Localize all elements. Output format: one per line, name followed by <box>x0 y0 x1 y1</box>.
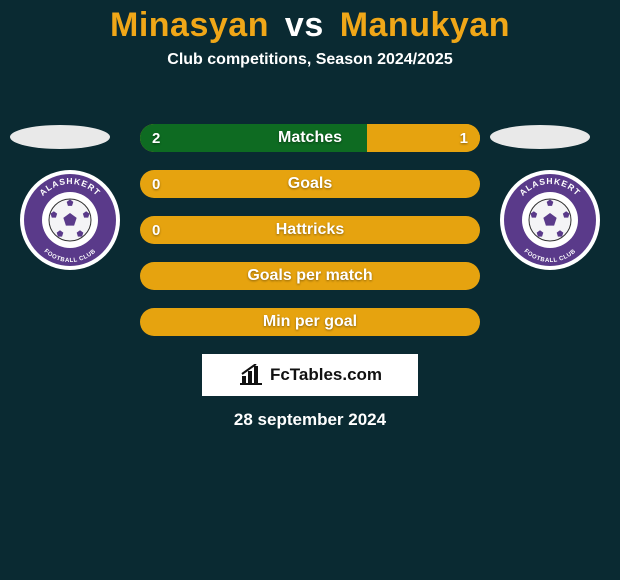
title-vs: vs <box>285 6 324 44</box>
title-player-a: Minasyan <box>110 6 269 44</box>
stat-bar-row: Hattricks0 <box>140 216 480 244</box>
page-title: Minasyan vs Manukyan <box>0 0 620 45</box>
subtitle: Club competitions, Season 2024/2025 <box>0 51 620 69</box>
bar-label: Min per goal <box>140 308 480 336</box>
comparison-infographic: Minasyan vs Manukyan Club competitions, … <box>0 0 620 580</box>
bar-value-left: 0 <box>152 170 160 198</box>
player-a-silhouette <box>10 125 110 149</box>
brand-text: FcTables.com <box>270 365 382 385</box>
brand-box: FcTables.com <box>202 354 418 396</box>
club-badge-right: ALASHKERT FOOTBALL CLUB <box>500 170 600 270</box>
bar-label: Goals <box>140 170 480 198</box>
bar-value-right: 1 <box>460 124 468 152</box>
date-text: 28 september 2024 <box>0 410 620 430</box>
club-badge-left: ALASHKERT FOOTBALL CLUB <box>20 170 120 270</box>
bar-value-left: 0 <box>152 216 160 244</box>
stat-bar-row: Goals0 <box>140 170 480 198</box>
title-player-b: Manukyan <box>340 6 510 44</box>
stat-bar-row: Goals per match <box>140 262 480 290</box>
player-b-silhouette <box>490 125 590 149</box>
bar-label: Goals per match <box>140 262 480 290</box>
stat-bar-row: Min per goal <box>140 308 480 336</box>
bar-value-left: 2 <box>152 124 160 152</box>
stat-bars: Matches21Goals0Hattricks0Goals per match… <box>140 124 480 354</box>
bar-chart-icon <box>238 364 264 386</box>
bar-label: Matches <box>140 124 480 152</box>
bar-label: Hattricks <box>140 216 480 244</box>
stat-bar-row: Matches2 1 <box>140 124 480 152</box>
